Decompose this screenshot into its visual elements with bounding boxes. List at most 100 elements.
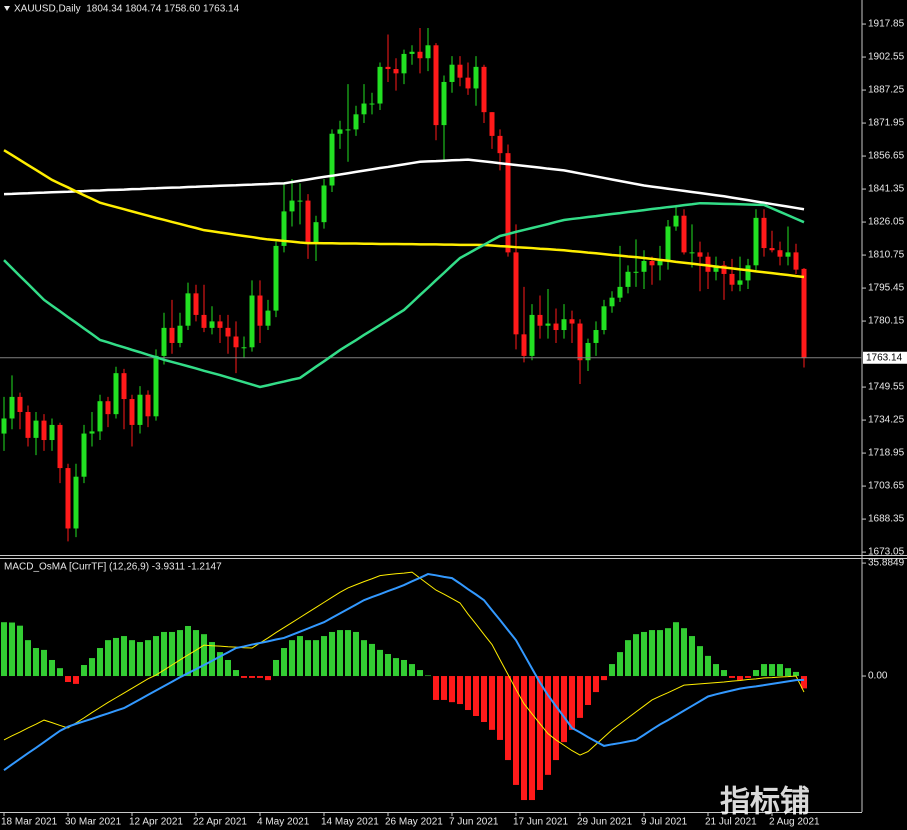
candle-body bbox=[185, 293, 191, 326]
histogram-bar bbox=[625, 640, 631, 677]
candle-body bbox=[753, 217, 759, 266]
candle-body bbox=[289, 200, 295, 212]
candle-body bbox=[521, 334, 527, 356]
x-tick-label: 22 Apr 2021 bbox=[193, 817, 247, 828]
candle-body bbox=[713, 265, 719, 272]
histogram-bar bbox=[545, 676, 551, 775]
histogram-bar bbox=[17, 625, 23, 677]
candle-body bbox=[785, 252, 791, 257]
x-tick-label: 30 Mar 2021 bbox=[65, 817, 122, 828]
histogram-bar bbox=[97, 648, 103, 677]
histogram-bar bbox=[321, 636, 327, 677]
candle-body bbox=[577, 323, 583, 361]
candle-body bbox=[137, 394, 143, 425]
candle-body bbox=[537, 314, 543, 326]
histogram-bar bbox=[209, 642, 215, 677]
y-tick-label: 35.8849 bbox=[868, 558, 905, 569]
histogram-bar bbox=[393, 658, 399, 677]
histogram-bar bbox=[377, 649, 383, 677]
candle-body bbox=[409, 51, 415, 54]
histogram-bar bbox=[33, 648, 39, 677]
candle-body bbox=[569, 319, 575, 324]
histogram-bar bbox=[193, 630, 199, 677]
histogram-bar bbox=[249, 676, 255, 678]
candle-body bbox=[473, 66, 479, 89]
histogram-bar bbox=[785, 668, 791, 677]
y-tick-label: 1673.05 bbox=[868, 547, 905, 558]
histogram-bar bbox=[417, 670, 423, 677]
candle-body bbox=[49, 424, 55, 441]
candle-body bbox=[329, 133, 335, 186]
histogram-bar bbox=[297, 636, 303, 677]
x-tick-label: 4 May 2021 bbox=[257, 817, 310, 828]
histogram-bar bbox=[641, 631, 647, 677]
histogram-bar bbox=[737, 676, 743, 681]
x-tick-label: 18 Mar 2021 bbox=[1, 817, 58, 828]
candle-body bbox=[425, 45, 431, 59]
candle-body bbox=[161, 327, 167, 356]
candle-body bbox=[801, 268, 807, 358]
candle-body bbox=[129, 399, 135, 425]
candle-body bbox=[697, 252, 703, 257]
histogram-bar bbox=[593, 676, 599, 693]
histogram-bar bbox=[529, 676, 535, 801]
current-price-label: 1763.14 bbox=[866, 352, 903, 363]
candle-body bbox=[57, 424, 63, 469]
histogram-bar bbox=[473, 676, 479, 717]
histogram-bar bbox=[217, 652, 223, 677]
histogram-bar bbox=[401, 659, 407, 677]
histogram-bar bbox=[273, 659, 279, 677]
candle-body bbox=[265, 310, 271, 326]
candle-body bbox=[89, 431, 95, 434]
histogram-bar bbox=[113, 637, 119, 677]
candle-body bbox=[489, 112, 495, 136]
candle-body bbox=[505, 153, 511, 253]
histogram-bar bbox=[169, 631, 175, 677]
y-tick-label: 1826.05 bbox=[868, 217, 905, 228]
candle-body bbox=[441, 81, 447, 126]
candle-body bbox=[585, 342, 591, 361]
histogram-bar bbox=[65, 676, 71, 683]
candle-body bbox=[457, 64, 463, 78]
histogram-bar bbox=[305, 640, 311, 677]
histogram-bar bbox=[793, 671, 799, 677]
candle-body bbox=[313, 222, 319, 244]
histogram-bar bbox=[761, 664, 767, 677]
histogram-bar bbox=[513, 676, 519, 785]
histogram-bar bbox=[713, 664, 719, 677]
y-tick-label: 1856.65 bbox=[868, 151, 905, 162]
y-tick-label: 1810.75 bbox=[868, 250, 905, 261]
histogram-bar bbox=[137, 642, 143, 677]
histogram-bar bbox=[57, 668, 63, 677]
candle-body bbox=[641, 260, 647, 272]
x-tick-label: 9 Jul 2021 bbox=[641, 817, 688, 828]
candle-body bbox=[233, 336, 239, 348]
histogram-bar bbox=[729, 676, 735, 678]
candle-body bbox=[105, 401, 111, 415]
histogram-bar bbox=[481, 676, 487, 722]
candle-body bbox=[417, 51, 423, 59]
candle-body bbox=[617, 286, 623, 298]
candle-body bbox=[689, 252, 695, 254]
candle-body bbox=[217, 321, 223, 328]
candle-body bbox=[121, 373, 127, 400]
x-tick-label: 17 Jun 2021 bbox=[513, 817, 568, 828]
x-tick-label: 29 Jun 2021 bbox=[577, 817, 632, 828]
candle-body bbox=[433, 45, 439, 126]
histogram-bar bbox=[129, 640, 135, 677]
histogram-bar bbox=[1, 622, 7, 677]
candle-body bbox=[225, 327, 231, 337]
candle-body bbox=[737, 280, 743, 285]
histogram-bar bbox=[345, 630, 351, 677]
y-tick-label: 1734.25 bbox=[868, 415, 905, 426]
histogram-bar bbox=[353, 631, 359, 677]
histogram-bar bbox=[801, 676, 807, 689]
candle-body bbox=[25, 411, 31, 438]
candle-body bbox=[81, 433, 87, 477]
candle-body bbox=[465, 77, 471, 89]
histogram-bar bbox=[577, 676, 583, 718]
histogram-bar bbox=[289, 640, 295, 677]
candle-body bbox=[745, 265, 751, 281]
y-tick-label: 1871.95 bbox=[868, 118, 905, 129]
